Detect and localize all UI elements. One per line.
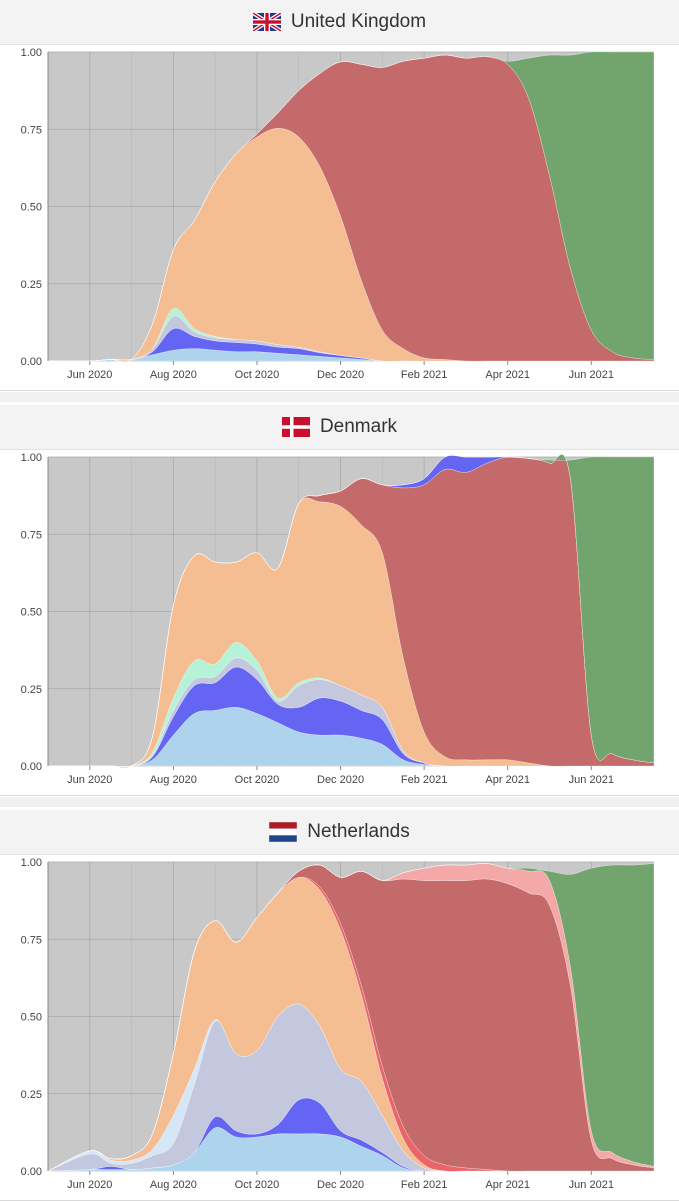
denmark-chart-title: Denmark (319, 416, 398, 437)
y-tick-label: 0.25 (21, 1089, 42, 1101)
netherlands-flag-icon (269, 822, 298, 842)
netherlands-chart: 0.00 0.25 0.50 0.75 1.00 Jun 2020 Aug 2020 Oct … (21, 857, 655, 1191)
panel-divider (0, 797, 679, 807)
x-tick-label: Dec 2020 (317, 369, 364, 381)
x-tick-label: Aug 2020 (150, 369, 197, 381)
uk-panel: United Kingdom 0.00 0.25 0.50 0.75 1.00 Jun 2… (0, 0, 679, 391)
x-tick-label: Aug 2020 (150, 1179, 197, 1191)
x-tick-label: Dec 2020 (317, 1179, 364, 1191)
y-tick-label: 0.75 (21, 124, 42, 136)
x-tick-label: Oct 2020 (235, 369, 280, 381)
x-tick-label: Jun 2021 (569, 369, 614, 381)
y-tick-label: 0.00 (21, 761, 42, 773)
area-series-delta (48, 454, 655, 769)
x-tick-label: Feb 2021 (401, 774, 447, 786)
x-tick-label: Jun 2021 (569, 1179, 614, 1191)
area-series-delta (47, 863, 655, 1172)
y-tick-label: 1.00 (21, 47, 42, 59)
x-tick-label: Jun 2020 (67, 1179, 112, 1191)
denmark-flag-icon (281, 417, 310, 437)
x-tick-label: Jun 2020 (67, 369, 112, 381)
denmark-chart: 0.00 0.25 0.50 0.75 1.00 Jun 2020 Aug 2020 Oct … (21, 452, 655, 786)
netherlands-panel: Netherlands 0.00 0.25 0.50 0.75 1.00 Jun 2020… (0, 810, 679, 1201)
y-tick-label: 0.00 (21, 1166, 42, 1178)
x-tick-label: Aug 2020 (150, 774, 197, 786)
uk-chart-title: United Kingdom (290, 11, 427, 32)
y-tick-label: 0.00 (21, 356, 42, 368)
x-tick-label: Apr 2021 (485, 774, 530, 786)
netherlands-panel-header: Netherlands (0, 810, 679, 855)
y-tick-label: 1.00 (21, 452, 42, 464)
y-tick-label: 0.50 (21, 607, 42, 619)
x-tick-label: Feb 2021 (401, 369, 447, 381)
denmark-panel-header: Denmark (0, 405, 679, 450)
y-tick-label: 0.75 (21, 529, 42, 541)
panel-divider (0, 392, 679, 402)
y-tick-label: 0.75 (21, 934, 42, 946)
denmark-panel: Denmark 0.00 0.25 0.50 0.75 1.00 Jun 2020 Aug … (0, 405, 679, 796)
x-tick-label: Dec 2020 (317, 774, 364, 786)
y-tick-label: 0.50 (21, 1012, 42, 1024)
x-tick-label: Jun 2020 (67, 774, 112, 786)
x-tick-label: Jun 2021 (569, 774, 614, 786)
x-tick-label: Oct 2020 (235, 774, 280, 786)
y-tick-label: 1.00 (21, 857, 42, 869)
area-series-delta (47, 51, 655, 363)
y-tick-label: 0.25 (21, 684, 42, 696)
x-tick-label: Apr 2021 (485, 369, 530, 381)
x-tick-label: Feb 2021 (401, 1179, 447, 1191)
y-tick-label: 0.50 (21, 202, 42, 214)
netherlands-chart-title: Netherlands (307, 821, 410, 842)
y-tick-label: 0.25 (21, 279, 42, 291)
x-tick-label: Oct 2020 (235, 1179, 280, 1191)
x-tick-label: Apr 2021 (485, 1179, 530, 1191)
uk-panel-header: United Kingdom (0, 0, 679, 45)
uk-flag-icon (252, 13, 281, 31)
uk-chart: 0.00 0.25 0.50 0.75 1.00 Jun 2020 Aug 2020 Oct … (21, 47, 655, 381)
